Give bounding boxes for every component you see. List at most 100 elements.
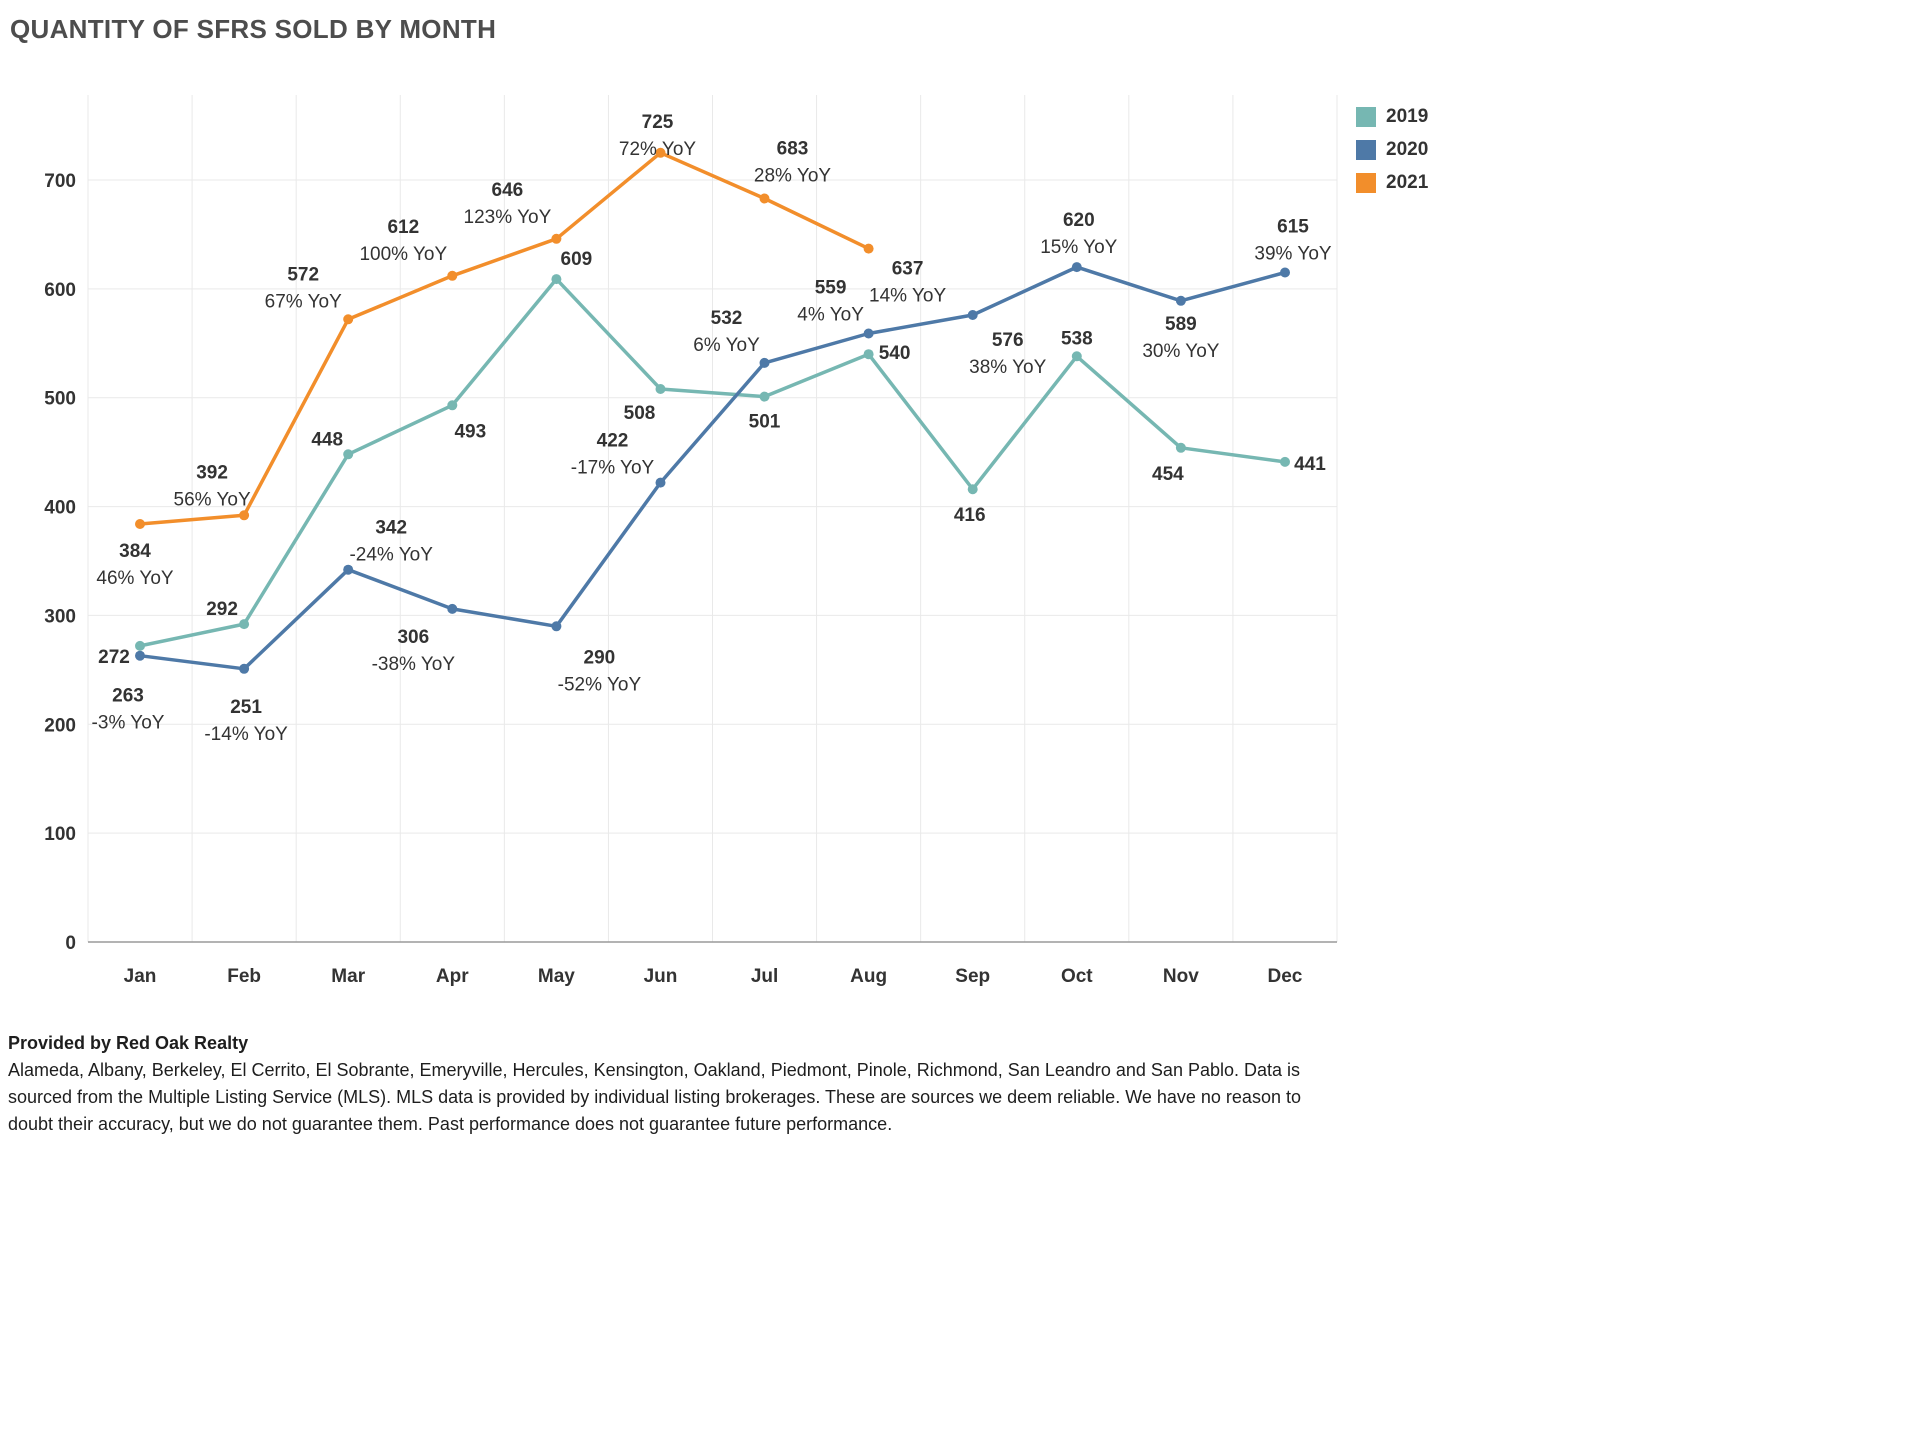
data-point-2020-dec[interactable] [1280,267,1290,278]
data-label-yoy-2020-aug: 4% YoY [797,305,864,326]
data-point-2019-apr[interactable] [447,400,458,411]
data-point-2019-jun[interactable] [655,384,666,394]
data-label-value-2019-sep: 416 [954,505,986,526]
data-point-2020-apr[interactable] [447,603,458,614]
data-label-value-2019-nov: 454 [1152,464,1184,485]
data-point-2019-oct[interactable] [1071,351,1082,362]
data-label-yoy-2020-apr: -38% YoY [372,654,456,675]
data-label-yoy-2020-may: -52% YoY [558,674,642,695]
series-line-2020[interactable] [138,265,1287,671]
data-label-value-2021-may: 646 [492,180,524,201]
data-label-value-2020-sep: 576 [992,330,1024,351]
data-label-value-2021-jun: 725 [642,112,674,133]
legend-swatch-2021 [1356,173,1376,193]
data-label-yoy-2021-mar: 67% YoY [265,291,342,312]
data-label-value-2019-jul: 501 [749,412,781,433]
data-point-2019-jul[interactable] [759,391,770,402]
footer-provider: Provided by Red Oak Realty [8,1033,249,1053]
data-point-2021-jun[interactable] [655,147,666,158]
data-label-value-2021-feb: 392 [196,462,228,483]
data-point-2020-feb[interactable] [239,663,250,674]
data-label-yoy-2020-sep: 38% YoY [969,357,1046,378]
line-chart: 0 100 200 300 400 500 600 700 Jan Feb Mar Apr May Jun… [44,95,1428,987]
data-point-2020-aug[interactable] [863,328,874,339]
chart-title: QUANTITY OF SFRS SOLD BY MONTH [10,14,497,44]
data-label-value-2020-may: 290 [584,647,616,668]
data-label-value-2020-feb: 251 [230,697,262,718]
data-point-2019-aug[interactable] [863,349,874,360]
data-label-value-2021-mar: 572 [287,264,319,285]
y-tick-label: 500 [44,389,76,410]
data-point-2019-feb[interactable] [239,619,250,630]
y-tick-label: 600 [44,280,76,301]
data-label-value-2019-feb: 292 [206,599,238,620]
legend-swatch-2019 [1356,107,1376,127]
chart-canvas: 0 100 200 300 400 500 600 700 Jan Feb Mar Apr May Jun… [44,95,1338,987]
legend-item-2021[interactable]: 2021 [1356,172,1428,194]
data-label-value-2021-apr: 612 [387,217,419,238]
data-point-2020-sep[interactable] [967,310,978,320]
data-label-value-2020-mar: 342 [375,518,407,539]
data-label-value-2020-nov: 589 [1165,314,1197,335]
data-point-2020-nov[interactable] [1175,295,1186,306]
legend: 2019 2020 2021 [1356,106,1428,194]
x-axis-label-jul: Jul [751,966,778,987]
data-point-2021-jan[interactable] [135,519,145,529]
data-label-yoy-2020-jan: -3% YoY [92,713,165,734]
series-line-2019[interactable] [138,277,1287,648]
x-axis-label-jun: Jun [644,966,678,987]
data-label-value-2020-apr: 306 [397,627,429,648]
data-point-2020-jan[interactable] [135,650,145,661]
legend-item-2020[interactable]: 2020 [1356,139,1428,161]
data-label-yoy-2020-mar: -24% YoY [349,545,433,566]
legend-swatch-2020 [1356,140,1376,160]
data-point-2021-aug[interactable] [863,243,874,254]
data-point-2020-jun[interactable] [655,477,666,488]
x-axis-label-apr: Apr [436,966,469,987]
y-tick-label: 200 [44,715,76,736]
data-label-value-2021-jan: 384 [119,541,151,562]
y-tick-label: 0 [65,933,76,954]
data-point-2019-mar[interactable] [343,449,354,460]
data-point-2019-dec[interactable] [1280,456,1290,467]
series-line-2021[interactable] [138,151,871,526]
footer: Provided by Red Oak Realty Alameda, Alba… [8,1030,1346,1138]
x-axis-label-nov: Nov [1163,966,1199,987]
data-label-yoy-2021-apr: 100% YoY [359,244,447,265]
data-label-value-2019-jun: 508 [624,403,656,424]
y-tick-label: 300 [44,606,76,627]
data-point-2021-apr[interactable] [447,270,458,281]
data-label-value-2019-mar: 448 [311,429,343,450]
x-axis-label-dec: Dec [1268,966,1303,987]
x-axis-label-may: May [538,966,575,987]
legend-item-2019[interactable]: 2019 [1356,106,1428,128]
legend-label-2019: 2019 [1386,106,1429,127]
data-label-value-2020-jun: 422 [597,431,629,452]
data-label-value-2019-dec: 441 [1294,454,1326,475]
data-point-2020-may[interactable] [551,621,562,632]
data-point-2021-feb[interactable] [239,510,250,521]
data-label-yoy-2021-jan: 46% YoY [96,568,173,589]
data-label-value-2020-jan: 263 [112,686,144,707]
data-label-value-2021-aug: 637 [892,259,924,280]
data-point-2020-jul[interactable] [759,357,770,368]
data-label-yoy-2020-nov: 30% YoY [1142,341,1219,362]
data-point-2021-mar[interactable] [343,314,354,325]
data-label-value-2020-oct: 620 [1063,210,1095,231]
data-label-value-2020-dec: 615 [1277,217,1309,238]
data-point-2021-may[interactable] [551,233,562,244]
data-point-2020-mar[interactable] [343,564,354,575]
data-label-yoy-2020-oct: 15% YoY [1040,237,1117,258]
data-point-2019-jan[interactable] [135,640,145,651]
data-point-2021-jul[interactable] [759,193,770,204]
data-point-2019-may[interactable] [551,274,562,285]
data-point-2019-nov[interactable] [1175,442,1186,453]
data-point-2019-sep[interactable] [967,484,978,495]
data-label-value-2019-may: 609 [561,249,593,270]
data-label-yoy-2020-jul: 6% YoY [693,335,760,356]
data-label-yoy-2021-jun: 72% YoY [619,139,696,160]
x-axis-label-feb: Feb [227,966,261,987]
data-point-2020-oct[interactable] [1071,262,1082,273]
data-label-value-2019-apr: 493 [454,421,486,442]
data-label-yoy-2021-jul: 28% YoY [754,166,831,187]
